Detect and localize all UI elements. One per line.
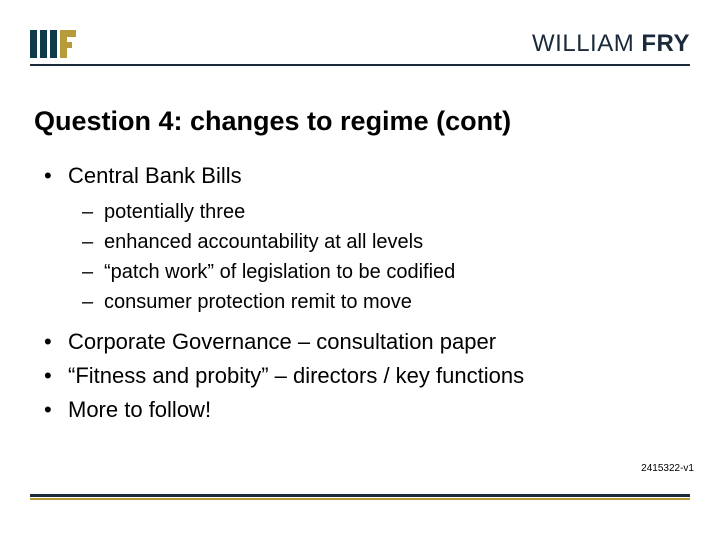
bullet-text: consumer protection remit to move [104,291,412,313]
list-item: Central Bank Bills potentially three enh… [38,159,682,317]
brand-word-2: FRY [641,30,690,57]
bullet-text: Central Bank Bills [68,163,242,188]
bullet-text: More to follow! [68,397,211,422]
slide-body: Central Bank Bills potentially three enh… [30,159,690,427]
footer-rule-icon [30,494,690,500]
logo-bar-icon [50,30,57,58]
bullet-list-level2: potentially three enhanced accountabilit… [38,197,682,317]
brand-word-1: WILLIAM [532,30,634,57]
slide: WILLIAM FRY Question 4: changes to regim… [0,0,720,540]
list-item: potentially three [38,197,682,227]
bullet-text: potentially three [104,201,245,223]
logo-bar-icon [40,30,47,58]
header: WILLIAM FRY [30,24,690,66]
list-item: “patch work” of legislation to be codifi… [38,257,682,287]
list-item: “Fitness and probity” – directors / key … [38,359,682,393]
list-item: enhanced accountability at all levels [38,227,682,257]
list-item: Corporate Governance – consultation pape… [38,325,682,359]
document-reference: 2415322-v1 [641,463,694,474]
bullet-text: enhanced accountability at all levels [104,231,423,253]
bullet-list-level1: Central Bank Bills potentially three enh… [38,159,682,427]
bullet-text: Corporate Governance – consultation pape… [68,329,496,354]
logo-bar-icon [30,30,37,58]
list-item: consumer protection remit to move [38,287,682,317]
brand-wordmark: WILLIAM FRY [532,30,690,58]
brand-logo-icon [30,30,76,58]
list-item: More to follow! [38,393,682,427]
bullet-text: “patch work” of legislation to be codifi… [104,261,455,283]
bullet-text: “Fitness and probity” – directors / key … [68,363,524,388]
slide-title: Question 4: changes to regime (cont) [30,106,690,137]
logo-f-icon [60,30,76,58]
